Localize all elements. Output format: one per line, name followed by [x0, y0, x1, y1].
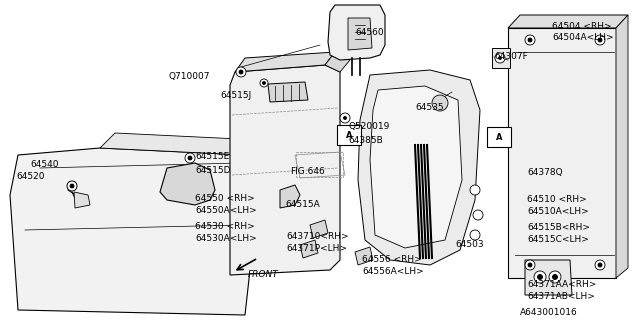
Circle shape: [188, 156, 192, 160]
Polygon shape: [280, 185, 300, 208]
Circle shape: [470, 185, 480, 195]
Polygon shape: [348, 18, 372, 50]
Polygon shape: [74, 192, 90, 208]
Text: 64307F: 64307F: [494, 52, 528, 61]
Polygon shape: [358, 70, 480, 265]
Circle shape: [598, 263, 602, 267]
Polygon shape: [235, 52, 335, 72]
Polygon shape: [10, 148, 260, 315]
Text: A643001016: A643001016: [520, 308, 578, 317]
Circle shape: [473, 210, 483, 220]
Text: FRONT: FRONT: [248, 270, 279, 279]
Polygon shape: [508, 28, 616, 278]
Text: 64504 <RH>: 64504 <RH>: [552, 22, 612, 31]
Circle shape: [525, 260, 535, 270]
Polygon shape: [616, 15, 628, 278]
Text: 64515D: 64515D: [195, 166, 230, 175]
Text: Q520019: Q520019: [348, 122, 389, 131]
Circle shape: [185, 153, 195, 163]
Text: 64515C<LH>: 64515C<LH>: [527, 235, 589, 244]
Text: 64520: 64520: [16, 172, 45, 181]
Bar: [296, 152, 343, 177]
Circle shape: [470, 230, 480, 240]
Polygon shape: [525, 260, 572, 295]
Text: A: A: [346, 131, 352, 140]
Text: 64371P<LH>: 64371P<LH>: [286, 244, 347, 253]
Circle shape: [595, 35, 605, 45]
Text: 64510A<LH>: 64510A<LH>: [527, 207, 589, 216]
Polygon shape: [100, 133, 260, 155]
Polygon shape: [508, 15, 628, 28]
Circle shape: [495, 53, 505, 63]
FancyBboxPatch shape: [487, 127, 511, 147]
Circle shape: [70, 184, 74, 188]
Text: 64515A: 64515A: [285, 200, 320, 209]
Circle shape: [552, 275, 557, 279]
Circle shape: [262, 82, 266, 84]
Circle shape: [549, 271, 561, 283]
Circle shape: [239, 70, 243, 74]
Polygon shape: [328, 5, 385, 60]
Text: 64560: 64560: [355, 28, 383, 37]
Text: 64371AB<LH>: 64371AB<LH>: [527, 292, 595, 301]
Circle shape: [595, 260, 605, 270]
Text: 64550A<LH>: 64550A<LH>: [195, 206, 257, 215]
Text: Q710007: Q710007: [168, 72, 209, 81]
Circle shape: [67, 181, 77, 191]
Polygon shape: [370, 86, 462, 248]
Text: 64503: 64503: [455, 240, 484, 249]
Polygon shape: [300, 240, 318, 258]
Circle shape: [538, 275, 543, 279]
Text: 64556A<LH>: 64556A<LH>: [362, 267, 424, 276]
Polygon shape: [355, 247, 373, 265]
Circle shape: [236, 67, 246, 77]
Circle shape: [534, 271, 546, 283]
Text: 64371AA<RH>: 64371AA<RH>: [527, 280, 596, 289]
Circle shape: [528, 38, 532, 42]
Text: 64385B: 64385B: [348, 136, 383, 145]
Circle shape: [260, 79, 268, 87]
Text: 64515J: 64515J: [220, 91, 252, 100]
Text: 64530A<LH>: 64530A<LH>: [195, 234, 257, 243]
Text: FIG.646: FIG.646: [290, 167, 324, 176]
Text: 64378Q: 64378Q: [527, 168, 563, 177]
Text: 64515E: 64515E: [195, 152, 229, 161]
Text: 64556 <RH>: 64556 <RH>: [362, 255, 422, 264]
Text: 64504A<LH>: 64504A<LH>: [552, 33, 614, 42]
Circle shape: [598, 38, 602, 42]
Polygon shape: [160, 163, 215, 205]
Polygon shape: [492, 48, 510, 68]
FancyBboxPatch shape: [337, 125, 361, 145]
Circle shape: [499, 57, 502, 60]
Polygon shape: [268, 82, 308, 102]
Text: 64540: 64540: [30, 160, 58, 169]
Text: 643710<RH>: 643710<RH>: [286, 232, 349, 241]
Circle shape: [344, 116, 346, 119]
Circle shape: [340, 113, 350, 123]
Polygon shape: [230, 65, 340, 275]
Circle shape: [528, 263, 532, 267]
Text: 64515B<RH>: 64515B<RH>: [527, 223, 590, 232]
Circle shape: [432, 95, 448, 111]
Circle shape: [525, 35, 535, 45]
Text: 64535: 64535: [415, 103, 444, 112]
Text: 64550 <RH>: 64550 <RH>: [195, 194, 255, 203]
Text: 64510 <RH>: 64510 <RH>: [527, 195, 587, 204]
Text: 64530 <RH>: 64530 <RH>: [195, 222, 255, 231]
Polygon shape: [310, 220, 328, 238]
Text: A: A: [496, 132, 502, 141]
Polygon shape: [325, 52, 350, 72]
Polygon shape: [245, 140, 265, 180]
